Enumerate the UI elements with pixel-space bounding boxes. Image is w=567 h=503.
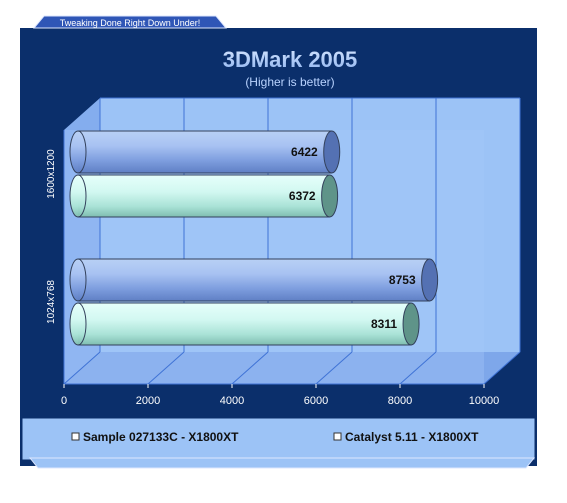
floor-gridline bbox=[315, 351, 353, 385]
legend: Sample 027133C - X1800XT Catalyst 5.11 - … bbox=[71, 430, 479, 444]
legend-label: Sample 027133C - X1800XT bbox=[83, 430, 239, 444]
bar-end-cap bbox=[421, 258, 439, 302]
bar-seam bbox=[78, 176, 80, 216]
bar-end-cap bbox=[323, 130, 341, 174]
axes: 0 2000 4000 6000 8000 10000 bbox=[61, 130, 499, 407]
floor-gridline bbox=[399, 351, 437, 385]
x-tick-label: 10000 bbox=[469, 395, 500, 407]
floor-gridline bbox=[231, 351, 269, 385]
bar-seam bbox=[78, 132, 80, 172]
bar bbox=[77, 174, 331, 218]
floor-gridline bbox=[63, 351, 101, 385]
bar bbox=[77, 130, 333, 174]
banner-tab bbox=[32, 15, 228, 29]
x-tick-label: 4000 bbox=[220, 395, 244, 407]
bars: 6422 6372 1600x1200 8753 8311 1024x768 bbox=[46, 130, 439, 346]
bar-value-label: 6372 bbox=[289, 189, 316, 203]
legend-label: Catalyst 5.11 - X1800XT bbox=[345, 430, 479, 444]
legend-box bbox=[21, 417, 536, 461]
bar-value-label: 8753 bbox=[389, 273, 416, 287]
bar-end-cap bbox=[402, 302, 420, 346]
bar bbox=[77, 258, 431, 302]
legend-bottom-tab bbox=[28, 457, 536, 469]
bar-seam bbox=[78, 304, 80, 344]
banner-tagline: Tweaking Done Right Down Under! bbox=[60, 18, 201, 28]
bar-end-cap bbox=[321, 174, 339, 218]
legend-swatch bbox=[71, 432, 80, 441]
x-tick-label: 0 bbox=[61, 395, 67, 407]
chart-title: 3DMark 2005 bbox=[223, 47, 358, 72]
bar-value-label: 8311 bbox=[371, 317, 397, 331]
floor-gridline bbox=[147, 351, 185, 385]
bar bbox=[77, 302, 412, 346]
category-label: 1024x768 bbox=[46, 280, 57, 324]
bar-seam bbox=[78, 260, 80, 300]
plot-floor bbox=[64, 352, 520, 384]
x-tick-label: 8000 bbox=[388, 395, 412, 407]
chart-subtitle: (Higher is better) bbox=[245, 75, 334, 89]
x-tick-label: 6000 bbox=[304, 395, 328, 407]
bar-value-label: 6422 bbox=[291, 145, 318, 159]
floor-gridline bbox=[483, 351, 521, 385]
legend-swatch bbox=[333, 432, 342, 441]
category-label: 1600x1200 bbox=[46, 149, 57, 199]
x-tick-label: 2000 bbox=[136, 395, 160, 407]
